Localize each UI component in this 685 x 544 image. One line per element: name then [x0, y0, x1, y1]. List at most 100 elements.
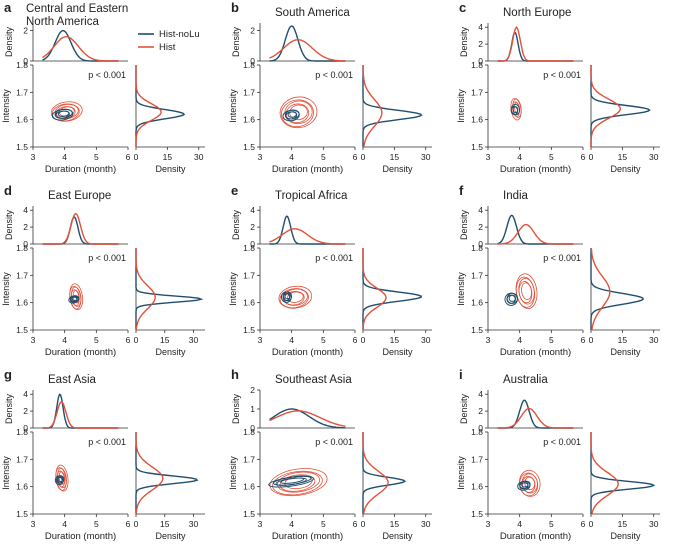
- side-density-hist: [362, 65, 383, 148]
- side-density-hist: [135, 432, 164, 515]
- side-x-tick-label: 0: [134, 335, 139, 345]
- side-x-tick-label: 15: [390, 152, 400, 162]
- side-x-tick-label: 0: [361, 519, 366, 529]
- top-y-tick-label: 4: [478, 205, 483, 215]
- side-x-tick-label: 15: [160, 335, 170, 345]
- main-y-tick-label: 1.8: [471, 427, 483, 437]
- panel-i: i Australia 0 2 4 Density 1.5 1.6 1.7 1.8 3 4 5 6 Inte…: [456, 367, 660, 542]
- side-x-tick-label: 0: [361, 152, 366, 162]
- main-x-tick-label: 6: [353, 152, 358, 162]
- top-y-tick-label: 1: [250, 404, 255, 414]
- main-x-label: Duration (month): [272, 347, 343, 358]
- top-density-hist: [42, 35, 119, 62]
- contour-hist-nolu: [268, 475, 315, 488]
- side-x-tick-label: 30: [421, 519, 431, 529]
- top-y-tick-label: 2: [23, 222, 28, 232]
- panel-title: Australia: [503, 374, 548, 386]
- contour-hist-nolu: [54, 475, 64, 486]
- p-value-label: p < 0.001: [543, 253, 581, 263]
- main-y-tick-label: 1.6: [16, 482, 28, 492]
- top-density-hist-nolu: [269, 408, 346, 429]
- main-y-tick-label: 1.6: [471, 482, 483, 492]
- side-x-label: Density: [610, 347, 641, 357]
- main-x-tick-label: 3: [486, 335, 491, 345]
- side-x-label: Density: [610, 164, 641, 174]
- side-density-hist-nolu: [135, 432, 199, 514]
- main-x-tick-label: 4: [62, 152, 67, 162]
- top-y-tick-label: 0: [250, 423, 255, 433]
- legend-label: Hist-noLu: [159, 29, 200, 40]
- contour-hist: [518, 278, 535, 305]
- top-density-hist: [42, 212, 119, 245]
- top-y-tick-label: 0: [478, 423, 483, 433]
- main-y-tick-label: 1.7: [471, 270, 483, 280]
- top-y-tick-label: 4: [23, 389, 28, 399]
- side-x-tick-label: 15: [618, 519, 628, 529]
- main-y-tick-label: 1.7: [243, 87, 255, 97]
- contour-hist: [518, 281, 533, 304]
- contour-hist: [521, 282, 532, 300]
- panel-f: f India 0 2 4 Density 1.5 1.6 1.7 1.8 3 4 5 6 Intensit…: [456, 183, 660, 358]
- main-y-tick-label: 1.6: [16, 298, 28, 308]
- main-y-tick-label: 1.8: [16, 60, 28, 70]
- main-y-tick-label: 1.6: [16, 115, 28, 125]
- top-y-tick-label: 0: [250, 56, 255, 66]
- p-value-label: p < 0.001: [543, 437, 581, 447]
- top-density-hist: [269, 410, 346, 427]
- main-x-tick-label: 6: [126, 335, 131, 345]
- side-x-tick-label: 0: [589, 519, 594, 529]
- top-density-hist: [497, 223, 574, 245]
- top-y-label: Density: [4, 209, 14, 240]
- main-x-label: Duration (month): [500, 531, 571, 542]
- contour-hist: [279, 288, 309, 309]
- top-density-hist: [269, 38, 346, 62]
- main-y-tick-label: 1.5: [16, 325, 28, 335]
- side-density-hist: [362, 248, 387, 330]
- panel-letter: h: [231, 367, 239, 382]
- top-density-hist: [269, 228, 346, 245]
- top-y-tick-label: 2: [478, 406, 483, 416]
- top-density-hist: [42, 400, 119, 429]
- main-y-tick-label: 1.7: [16, 270, 28, 280]
- main-x-tick-label: 5: [94, 335, 99, 345]
- panel-title: Tropical Africa: [275, 190, 348, 202]
- contour-hist-nolu: [517, 480, 531, 491]
- top-y-tick-label: 0: [23, 423, 28, 433]
- main-x-label: Duration (month): [45, 347, 116, 358]
- p-value-label: p < 0.001: [88, 253, 126, 263]
- top-y-tick-label: 0: [23, 56, 28, 66]
- contour-hist: [281, 99, 314, 128]
- side-x-tick-label: 15: [390, 519, 400, 529]
- panel-d: d East Europe 0 2 4 Density 1.5 1.6 1.7 1.8 3 4 5 6 In…: [1, 183, 205, 358]
- main-x-label: Duration (month): [272, 164, 343, 175]
- side-density-hist-nolu: [590, 248, 644, 330]
- top-density-hist: [497, 407, 574, 429]
- contour-hist-nolu: [510, 103, 521, 116]
- main-x-tick-label: 4: [517, 335, 522, 345]
- panel-letter: d: [4, 183, 12, 198]
- main-y-tick-label: 1.8: [471, 243, 483, 253]
- top-y-tick-label: 2: [250, 222, 255, 232]
- p-value-label: p < 0.001: [543, 70, 581, 80]
- main-y-tick-label: 1.6: [471, 298, 483, 308]
- side-x-label: Density: [610, 531, 641, 541]
- top-y-label: Density: [231, 393, 241, 424]
- top-y-tick-label: 2: [23, 26, 28, 36]
- contour-hist: [278, 285, 313, 309]
- p-value-label: p < 0.001: [315, 253, 353, 263]
- p-value-label: p < 0.001: [315, 437, 353, 447]
- panel-e: e Tropical Africa 0 2 4 Density 1.5 1.6 1.7 1.8 3 4…: [228, 183, 432, 358]
- contour-hist: [57, 467, 67, 489]
- main-y-label: Intensity: [1, 456, 11, 490]
- side-density-hist-nolu: [362, 65, 423, 147]
- top-y-tick-label: 0: [478, 56, 483, 66]
- contour-hist-nolu: [504, 292, 518, 306]
- main-y-tick-label: 1.8: [243, 60, 255, 70]
- top-density-hist-nolu: [497, 214, 574, 245]
- main-x-tick-label: 5: [94, 152, 99, 162]
- side-density-hist-nolu: [590, 65, 651, 147]
- main-y-tick-label: 1.5: [16, 509, 28, 519]
- main-x-tick-label: 3: [258, 519, 263, 529]
- main-x-tick-label: 5: [321, 152, 326, 162]
